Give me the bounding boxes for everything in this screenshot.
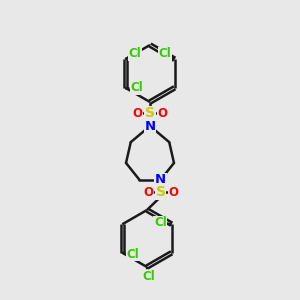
Text: N: N [144,119,156,133]
Text: N: N [144,119,156,133]
Text: O: O [143,186,153,199]
Text: Cl: Cl [126,248,139,261]
Text: Cl: Cl [128,47,141,60]
Text: Cl: Cl [154,216,167,229]
Text: O: O [158,107,168,120]
Text: Cl: Cl [142,270,155,283]
Text: Cl: Cl [130,81,143,94]
Text: O: O [168,186,178,199]
Text: S: S [145,106,155,120]
Text: O: O [132,107,142,120]
Text: S: S [156,185,166,199]
Text: Cl: Cl [159,47,172,60]
Text: N: N [155,173,166,186]
